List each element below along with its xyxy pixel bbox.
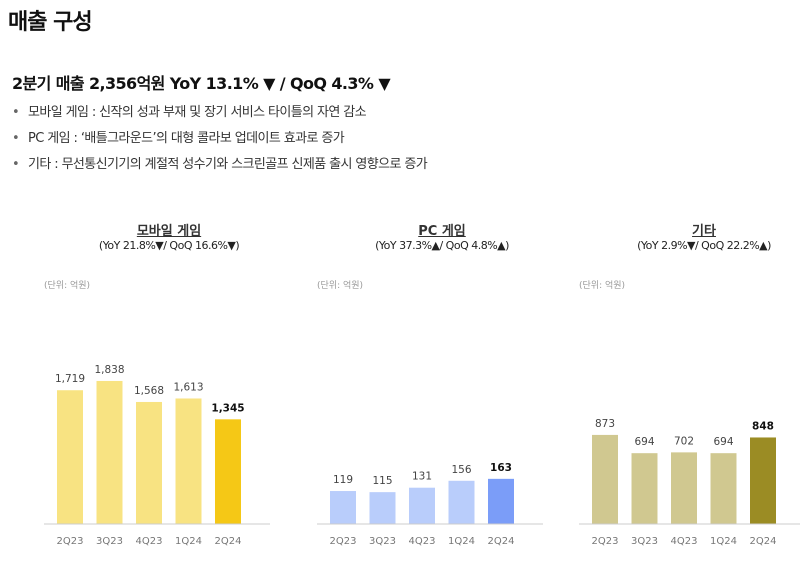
- bar: [409, 487, 435, 524]
- chart-subtitle: (YoY 21.8%▼/ QoQ 16.6%▼): [98, 239, 240, 252]
- bullet-item: • 기타 : 무선통신기기의 계절적 성수기와 스크린골프 신제품 출시 영향으로…: [12, 157, 428, 172]
- data-label: 694: [713, 436, 733, 448]
- x-tick-label: 4Q23: [136, 536, 163, 547]
- bullet-text: 기타 : 무선통신기기의 계절적 성수기와 스크린골프 신제품 출시 영향으로 …: [28, 157, 428, 172]
- bar: [175, 398, 202, 524]
- x-tick-label: 4Q23: [409, 536, 436, 547]
- data-label: 163: [490, 462, 512, 474]
- bar: [57, 390, 83, 524]
- bullet-list: • 모바일 게임 : 신작의 성과 부재 및 장기 서비스 타이틀의 자연 감소 …: [12, 103, 428, 181]
- bar: [750, 437, 776, 524]
- bar: [488, 478, 514, 524]
- x-tick-label: 2Q23: [592, 536, 619, 547]
- chart-other: 기타 (YoY 2.9%▼/ QoQ 22.2%▲) (단위: 억원) 873 2…: [579, 218, 800, 558]
- x-tick-label: 2Q24: [488, 536, 515, 547]
- data-label: 1,719: [55, 373, 85, 385]
- chart-title: PC 게임: [418, 224, 466, 239]
- x-tick-label: 1Q24: [710, 536, 737, 547]
- bar: [671, 452, 697, 524]
- chart-title: 기타: [692, 224, 716, 239]
- chart-subtitle: (YoY 37.3%▲/ QoQ 4.8%▲): [375, 239, 509, 252]
- bar: [215, 419, 241, 524]
- bar: [136, 401, 162, 524]
- unit-label: (단위: 억원): [44, 281, 91, 291]
- data-label: 848: [752, 420, 774, 432]
- bar: [369, 492, 396, 524]
- bar: [592, 434, 618, 524]
- bar: [448, 480, 475, 524]
- bar-chart: 873 2Q23 694 3Q23 702 4Q23 694 1Q24 848 2Q24: [579, 418, 800, 547]
- bar-chart: 119 2Q23 115 3Q23 131 4Q23 156 1Q24 163 2Q24: [317, 462, 543, 547]
- unit-label: (단위: 억원): [317, 281, 364, 291]
- bar: [96, 380, 123, 524]
- data-label: 702: [674, 435, 694, 447]
- data-label: 1,613: [173, 381, 203, 393]
- bullet-text: 모바일 게임 : 신작의 성과 부재 및 장기 서비스 타이틀의 자연 감소: [28, 105, 367, 120]
- x-tick-label: 4Q23: [671, 536, 698, 547]
- data-label: 1,838: [94, 364, 124, 376]
- bullet-item: • PC 게임 : ‘배틀그라운드’의 대형 콜라보 업데이트 효과로 증가: [12, 131, 345, 146]
- bullet-item: • 모바일 게임 : 신작의 성과 부재 및 장기 서비스 타이틀의 자연 감소: [12, 105, 367, 120]
- x-tick-label: 1Q24: [448, 536, 475, 547]
- data-label: 115: [372, 475, 392, 487]
- chart-mobile: 모바일 게임 (YoY 21.8%▼/ QoQ 16.6%▼) (단위: 억원)…: [44, 218, 294, 558]
- data-label: 156: [451, 464, 471, 476]
- chart-title: 모바일 게임: [136, 224, 202, 239]
- page-title: 매출 구성: [8, 10, 93, 35]
- data-label: 1,345: [211, 402, 244, 414]
- bar-chart: 1,719 2Q23 1,838 3Q23 1,568 4Q23 1,613 1Q24 1,34…: [44, 364, 270, 547]
- x-tick-label: 2Q23: [330, 536, 357, 547]
- bar: [710, 453, 737, 524]
- unit-label: (단위: 억원): [579, 281, 626, 291]
- data-label: 119: [333, 474, 353, 486]
- bullet-text: PC 게임 : ‘배틀그라운드’의 대형 콜라보 업데이트 효과로 증가: [28, 131, 345, 146]
- data-label: 1,568: [134, 385, 164, 397]
- x-tick-label: 2Q24: [215, 536, 242, 547]
- bar: [330, 491, 356, 524]
- x-tick-label: 3Q23: [369, 536, 396, 547]
- headline: 2분기 매출 2,356억원 YoY 13.1% ▼ / QoQ 4.3% ▼: [12, 74, 391, 93]
- data-label: 131: [412, 471, 432, 483]
- chart-subtitle: (YoY 2.9%▼/ QoQ 22.2%▲): [637, 239, 771, 252]
- data-label: 694: [634, 436, 654, 448]
- x-tick-label: 3Q23: [631, 536, 658, 547]
- chart-pc: PC 게임 (YoY 37.3%▲/ QoQ 4.8%▲) (단위: 억원) 1…: [317, 218, 567, 558]
- bar: [631, 453, 658, 524]
- data-label: 873: [595, 418, 615, 430]
- x-tick-label: 1Q24: [175, 536, 202, 547]
- x-tick-label: 2Q23: [57, 536, 84, 547]
- x-tick-label: 3Q23: [96, 536, 123, 547]
- x-tick-label: 2Q24: [750, 536, 777, 547]
